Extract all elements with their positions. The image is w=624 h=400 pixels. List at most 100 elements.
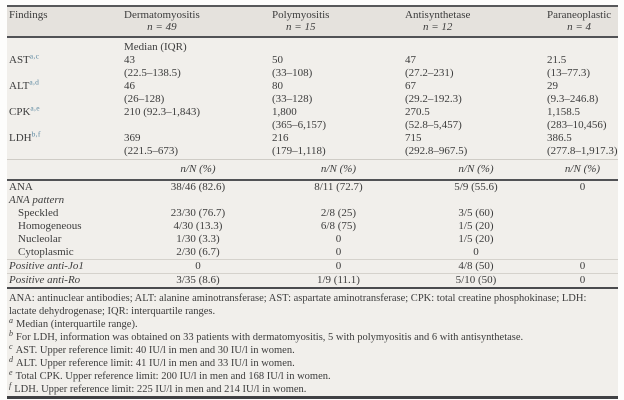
row-label: ANA pattern xyxy=(9,194,65,206)
cell-range: (9.3–246.8) xyxy=(547,93,599,105)
column-label: Dermatomyositis xyxy=(124,9,200,21)
footnote-f: f LDH. Upper reference limit: 225 IU/l in… xyxy=(9,380,615,396)
cell-ldh-dermatomyositis: 369 (221.5–673) xyxy=(124,132,272,158)
table-row-nucleolar: Nucleolar 1/30 (3.3) 0 1/5 (20) xyxy=(7,233,618,246)
cell-value: 3/5 (60) xyxy=(458,207,494,219)
table-row-alt: ALTa,d 46 (26–128) 80 (33–128) 67 (29.2–192… xyxy=(7,77,618,106)
cell-cpk-polymyositis: 1,800 (365–6,157) xyxy=(272,106,405,132)
cell-value: 0 xyxy=(473,246,479,258)
cell-value: 47 xyxy=(405,54,416,66)
cell-value: 0 xyxy=(579,274,586,286)
abbreviations-note: ANA: antinuclear antibodies; ALT: alanin… xyxy=(9,293,587,317)
column-header-paraneoplastic: Paraneoplastic n = 4 xyxy=(547,9,618,33)
finding-name: ALT xyxy=(9,80,30,92)
table-row-cytoplasmic: Cytoplasmic 2/30 (6.7) 0 0 xyxy=(7,246,618,259)
unit-label-nn: n/N (%) xyxy=(564,163,601,175)
row-label: CPKa,e xyxy=(7,103,124,132)
cell-value xyxy=(547,207,618,220)
cell-value: 29 xyxy=(547,80,558,92)
column-label: Paraneoplastic xyxy=(547,9,612,21)
cell-value: 50 xyxy=(272,54,283,66)
footnote-letter: f xyxy=(9,380,12,390)
cell-value: 23/30 (76.7) xyxy=(170,207,226,219)
finding-name: AST xyxy=(9,54,30,66)
cell-cpk-antisynthetase: 270.5 (52.8–5,457) xyxy=(405,106,547,132)
footnote-marker: a,e xyxy=(30,103,40,113)
cell-range: (52.8–5,457) xyxy=(405,119,462,131)
cell-cpk-dermatomyositis: 210 (92.3–1,843) xyxy=(124,106,272,132)
unit-label-nn: n/N (%) xyxy=(180,163,216,175)
row-label: LDHb,f xyxy=(7,130,124,158)
column-header-antisynthetase: Antisynthetase n = 12 xyxy=(405,9,547,33)
table-row-anti-jo1: Positive anti-Jo1 0 0 4/8 (50) 0 xyxy=(7,259,618,273)
cell-ast-polymyositis: 50 (33–108) xyxy=(272,54,405,80)
footnote-a: a Median (interquartile range). xyxy=(9,315,615,331)
cell-value: 1/5 (20) xyxy=(458,233,494,245)
cell-value: 0 xyxy=(579,260,586,272)
column-header-findings: Findings xyxy=(7,9,124,33)
row-label: ANA xyxy=(9,181,33,193)
cell-ldh-paraneoplastic: 386.5 (277.8–1,917.3) xyxy=(547,132,618,158)
cell-alt-dermatomyositis: 46 (26–128) xyxy=(124,80,272,106)
footnote-letter: a xyxy=(9,315,13,325)
cell-alt-polymyositis: 80 (33–128) xyxy=(272,80,405,106)
footnote-text: LDH. Upper reference limit: 225 IU/l in … xyxy=(14,384,307,395)
cell-value: 5/10 (50) xyxy=(455,274,497,286)
cell-range: (33–108) xyxy=(272,67,313,79)
cell-range: (26–128) xyxy=(124,93,165,105)
cell-value: 43 xyxy=(124,54,135,66)
table-row-ana-pattern: ANA pattern xyxy=(7,194,618,207)
cell-value: 0 xyxy=(195,260,201,272)
cell-ast-antisynthetase: 47 (27.2–231) xyxy=(405,54,547,80)
counts-section: ANA 38/46 (82.6) 8/11 (72.7) 5/9 (55.6) … xyxy=(7,181,618,289)
cell-range: (365–6,157) xyxy=(272,119,327,131)
row-label: Cytoplasmic xyxy=(18,246,74,258)
column-label: Findings xyxy=(9,9,48,21)
footnote-text: For LDH, information was obtained on 33 … xyxy=(16,332,524,343)
footnote-b: b For LDH, information was obtained on 33… xyxy=(9,329,615,344)
cell-value: 38/46 (82.6) xyxy=(170,181,226,193)
cell-value: 0 xyxy=(335,233,342,245)
cell-value: 6/8 (75) xyxy=(320,220,357,232)
row-label: Positive anti-Ro xyxy=(9,274,81,286)
cell-value: 210 (92.3–1,843) xyxy=(124,106,201,118)
cell-value xyxy=(547,246,618,259)
table-row-ana: ANA 38/46 (82.6) 8/11 (72.7) 5/9 (55.6) … xyxy=(7,181,618,194)
cell-ldh-polymyositis: 216 (179–1,118) xyxy=(272,132,405,158)
footnote-text: AST. Upper reference limit: 40 IU/l in m… xyxy=(15,345,295,356)
unit-row-median: Median (IQR) xyxy=(7,41,618,54)
cell-value: 80 xyxy=(272,80,283,92)
cell-alt-antisynthetase: 67 (29.2–192.3) xyxy=(405,80,547,106)
cell-value: 1,158.5 xyxy=(547,106,580,118)
column-header-dermatomyositis: Dermatomyositis n = 49 xyxy=(124,9,272,33)
cell-value: 4/8 (50) xyxy=(458,260,494,272)
finding-name: CPK xyxy=(9,106,31,118)
cell-range: (221.5–673) xyxy=(124,145,179,157)
cell-value xyxy=(547,194,618,207)
footnote-text: Median (interquartile range). xyxy=(16,319,138,330)
footnote-letter: e xyxy=(9,367,13,377)
unit-row-counts: n/N (%) n/N (%) n/N (%) n/N (%) xyxy=(7,159,618,181)
footnote-e: e Total CPK. Upper reference limit: 200 I… xyxy=(9,367,615,383)
cell-value: 2/30 (6.7) xyxy=(176,246,220,258)
cell-value: 8/11 (72.7) xyxy=(314,181,363,193)
cell-range: (13–77.3) xyxy=(547,67,591,79)
cell-value xyxy=(547,233,618,246)
cell-range: (33–128) xyxy=(272,93,313,105)
cell-value: 386.5 xyxy=(547,132,572,144)
cell-value: 67 xyxy=(405,80,416,92)
table-row-homogeneous: Homogeneous 4/30 (13.3) 6/8 (75) 1/5 (20… xyxy=(7,220,618,233)
footnote-marker: a,d xyxy=(29,77,40,87)
table-row-cpk: CPKa,e 210 (92.3–1,843) 1,800 (365–6,157)… xyxy=(7,103,618,132)
cell-value: 369 xyxy=(124,132,141,144)
cell-ast-dermatomyositis: 43 (22.5–138.5) xyxy=(124,54,272,80)
cell-ldh-antisynthetase: 715 (292.8–967.5) xyxy=(405,132,547,158)
footnote-letter: d xyxy=(9,354,13,364)
cell-value: 2/8 (25) xyxy=(320,207,357,219)
column-label: Antisynthetase xyxy=(405,9,471,21)
cell-range: (27.2–231) xyxy=(405,67,454,79)
cell-range: (283–10,456) xyxy=(547,119,607,131)
footnote-d: d ALT. Upper reference limit: 41 IU/l in … xyxy=(9,354,615,370)
unit-label-nn: n/N (%) xyxy=(320,163,357,175)
cell-value xyxy=(272,194,405,207)
